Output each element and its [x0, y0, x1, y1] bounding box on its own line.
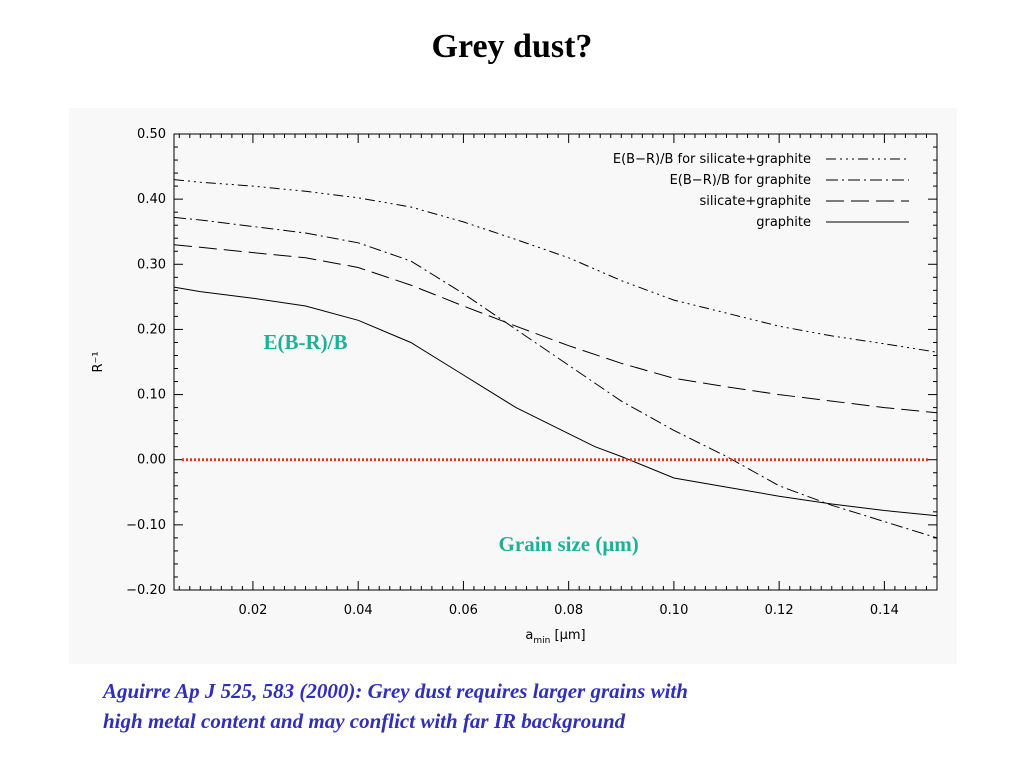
legend-label: silicate+graphite	[700, 194, 811, 209]
caption-line-2: high metal content and may conflict with…	[103, 709, 626, 733]
plot-frame	[173, 133, 938, 591]
y-tick-label: 0.20	[137, 322, 166, 337]
slide-title: Grey dust?	[431, 28, 593, 65]
y-tick-label: −0.10	[126, 518, 166, 533]
caption-line-1: Aguirre Ap J 525, 583 (2000): Grey dust …	[103, 679, 688, 703]
x-tick-label: 0.12	[765, 603, 794, 618]
legend-label: graphite	[756, 215, 811, 230]
x-tick-label: 0.08	[554, 603, 583, 618]
legend-label: E(B−R)/B for silicate+graphite	[613, 152, 811, 167]
x-tick-label: 0.04	[344, 603, 373, 618]
line-chart: −0.20 −0.10 0.00 0.10 0.20 0.30 0.40 0.50 0.02 0.…	[91, 127, 938, 646]
x-tick-label: 0.10	[659, 603, 688, 618]
annotation-grain-size: Grain size (μm)	[499, 532, 639, 556]
series-line-3	[173, 244, 938, 414]
y-tick-label: 0.00	[137, 453, 166, 468]
y-tick-label: 0.30	[137, 257, 166, 272]
series-line-4	[173, 286, 938, 517]
x-axis-label: amin [μm]	[525, 628, 585, 646]
x-tick-label: 0.06	[449, 603, 478, 618]
y-axis-label: R⁻¹	[91, 351, 106, 372]
y-tick-label: 0.10	[137, 388, 166, 403]
legend-label: E(B−R)/B for graphite	[670, 173, 811, 188]
y-tick-label: 0.40	[137, 192, 166, 207]
figure-panel: −0.20 −0.10 0.00 0.10 0.20 0.30 0.40 0.50 0.02 0.…	[69, 108, 957, 664]
x-tick-label: 0.14	[870, 603, 899, 618]
series-line-2	[173, 216, 938, 539]
y-tick-label: 0.50	[137, 127, 166, 142]
series-line-1	[173, 179, 938, 353]
annotation-ebr: E(B-R)/B	[263, 330, 347, 354]
caption: Aguirre Ap J 525, 583 (2000): Grey dust …	[103, 676, 923, 736]
y-tick-label: −0.20	[126, 583, 166, 598]
x-tick-label: 0.02	[238, 603, 267, 618]
